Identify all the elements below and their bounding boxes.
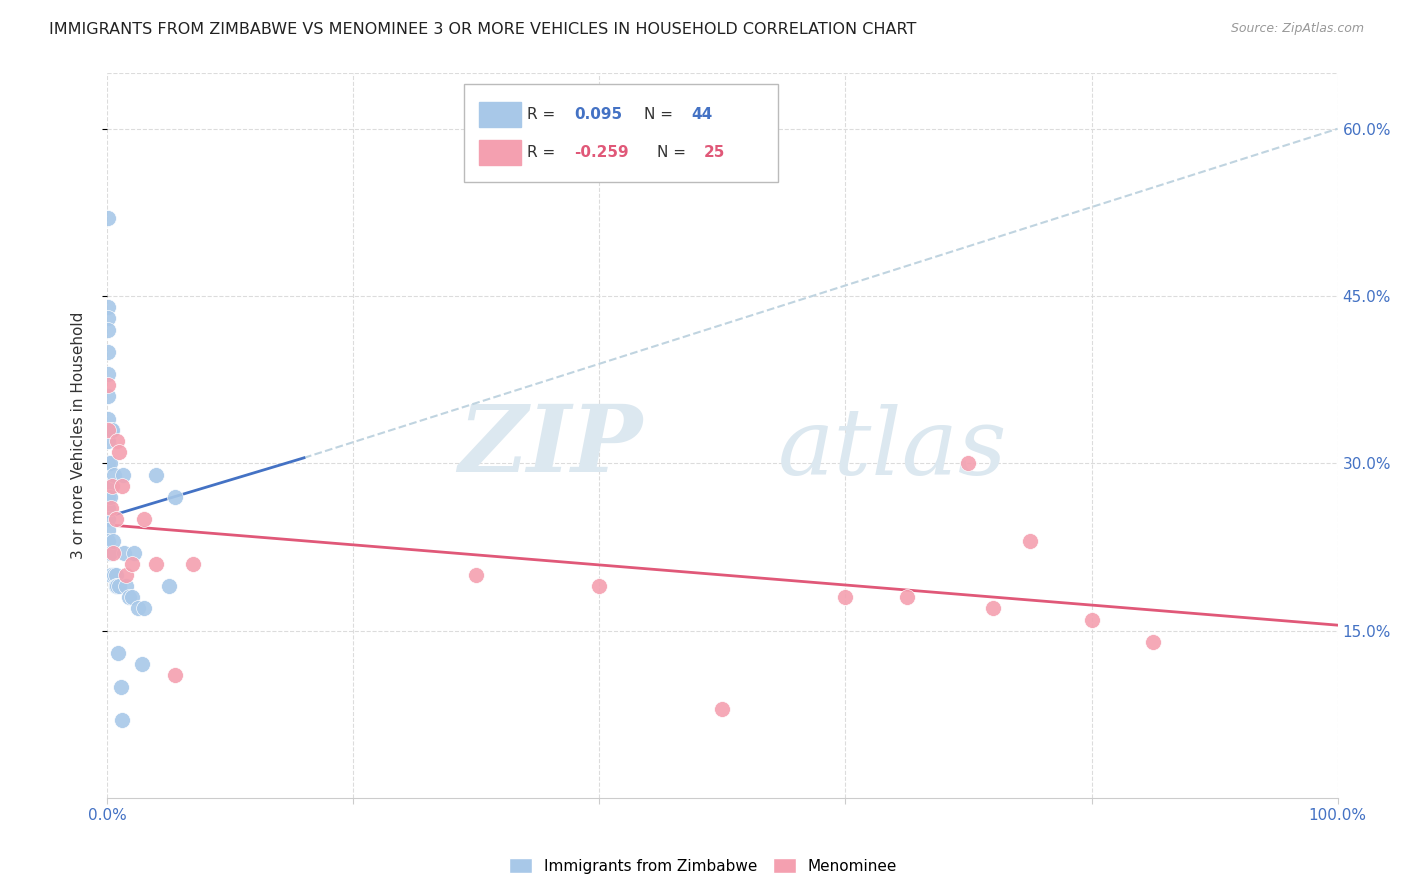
Text: 25: 25 [703,145,724,161]
Point [103,534,125,549]
Point [111,713,134,727]
Point [112,467,135,482]
Point [981,601,1004,615]
Y-axis label: 3 or more Vehicles in Household: 3 or more Vehicles in Household [72,312,86,559]
Point [97,311,120,326]
Point [108,445,131,459]
Point [97,512,120,526]
Point [98,546,121,560]
Point [145,467,167,482]
Legend: Immigrants from Zimbabwe, Menominee: Immigrants from Zimbabwe, Menominee [503,852,903,880]
Text: ZIP: ZIP [458,401,643,491]
Point [97,490,120,504]
Point [132,601,155,615]
Point [97,434,120,449]
Text: 0.095: 0.095 [574,107,623,122]
Text: -0.259: -0.259 [574,145,628,161]
Point [110,680,132,694]
Point [1080,613,1102,627]
FancyBboxPatch shape [479,140,522,165]
Point [97,344,120,359]
Point [101,423,124,437]
Point [97,524,120,538]
Point [103,546,125,560]
Point [111,479,134,493]
Text: atlas: atlas [778,403,1007,493]
Point [97,501,120,516]
Point [834,591,856,605]
Point [121,557,143,571]
Point [97,534,120,549]
Point [103,568,125,582]
Point [588,579,610,593]
Point [97,457,120,471]
Point [97,378,120,392]
Point [100,423,122,437]
Point [711,702,734,716]
Point [105,434,128,449]
Text: IMMIGRANTS FROM ZIMBABWE VS MENOMINEE 3 OR MORE VEHICLES IN HOUSEHOLD CORRELATIO: IMMIGRANTS FROM ZIMBABWE VS MENOMINEE 3 … [49,22,917,37]
Point [104,568,127,582]
Point [163,668,186,682]
Point [97,479,120,493]
FancyBboxPatch shape [464,84,778,182]
Point [105,579,128,593]
Text: R =: R = [527,145,561,161]
Point [163,490,186,504]
Point [1142,635,1164,649]
Point [100,568,122,582]
Point [114,579,136,593]
Point [957,457,980,471]
Point [114,568,136,582]
Point [896,591,918,605]
Point [97,300,120,314]
Point [181,557,204,571]
Point [98,457,121,471]
Point [97,211,120,225]
Text: R =: R = [527,107,561,122]
Point [100,501,122,516]
Point [108,579,131,593]
Point [98,490,121,504]
Point [157,579,180,593]
Point [97,423,120,437]
Point [121,591,143,605]
Text: 44: 44 [690,107,713,122]
Point [97,322,120,336]
Point [107,646,129,660]
Point [97,367,120,381]
Point [122,546,145,560]
Point [132,512,155,526]
Point [118,591,141,605]
Point [101,479,124,493]
Text: N =: N = [657,145,690,161]
Point [145,557,167,571]
Point [104,512,127,526]
Text: N =: N = [644,107,678,122]
Point [112,546,135,560]
Point [103,467,125,482]
Point [127,601,149,615]
Point [465,568,488,582]
Point [104,579,127,593]
Point [1019,534,1042,549]
FancyBboxPatch shape [479,102,522,128]
Point [97,411,120,425]
Point [131,657,153,672]
Point [97,389,120,403]
Text: Source: ZipAtlas.com: Source: ZipAtlas.com [1230,22,1364,36]
